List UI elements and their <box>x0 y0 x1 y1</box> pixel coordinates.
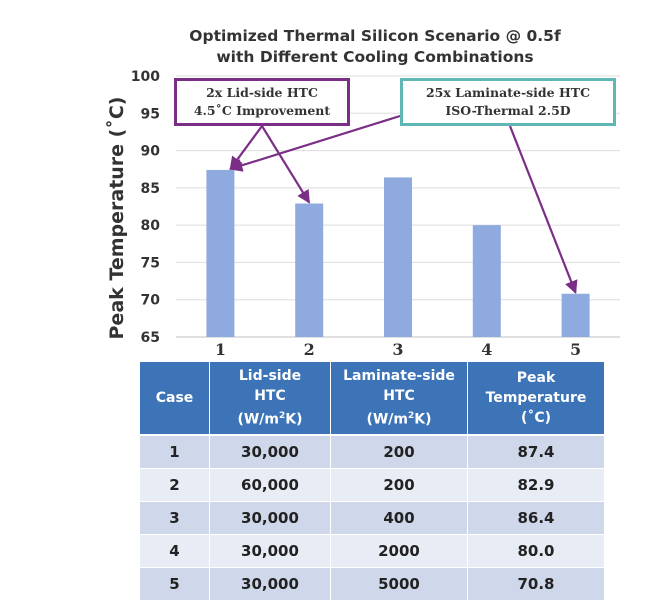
header-lid-side-htc: Lid-side HTC (W/m2K) <box>210 362 331 434</box>
y-tick-label: 90 <box>141 144 161 160</box>
x-tick-label: 5 <box>570 340 581 359</box>
annotation-laminate-line1: 25x Laminate-side HTC <box>425 85 591 100</box>
annotation-arrows <box>229 114 578 294</box>
header-laminate-side-htc: Laminate-side HTC (W/m2K) <box>331 362 468 434</box>
cell-lid-htc: 30,000 <box>210 434 331 468</box>
x-tick-label: 1 <box>215 340 226 359</box>
y-tick-label: 75 <box>141 255 160 271</box>
cell-laminate-htc: 400 <box>331 501 468 534</box>
cell-peak-temp: 80.0 <box>468 534 604 567</box>
y-axis-ticks: 65 70 75 80 85 90 95 100 <box>131 69 160 346</box>
table-row: 3 30,000 400 86.4 <box>140 501 604 534</box>
x-axis-ticks: 1 2 3 4 5 <box>215 340 581 359</box>
bar <box>295 203 324 337</box>
table-row: 5 30,000 5000 70.8 <box>140 567 604 600</box>
cell-peak-temp: 70.8 <box>468 567 604 600</box>
x-tick-label: 2 <box>304 340 315 359</box>
annotation-arrow <box>229 125 263 171</box>
cell-laminate-htc: 200 <box>331 468 468 501</box>
chart-title: Optimized Thermal Silicon Scenario @ 0.5… <box>140 26 610 68</box>
annotation-laminate-side: 25x Laminate-side HTC ISO-Thermal 2.5D <box>400 78 616 126</box>
cell-case: 2 <box>140 468 210 501</box>
cell-peak-temp: 86.4 <box>468 501 604 534</box>
cell-lid-htc: 30,000 <box>210 534 331 567</box>
bar <box>206 169 235 337</box>
annotation-arrow <box>508 125 578 294</box>
cell-lid-htc: 60,000 <box>210 468 331 501</box>
bar-chart: 65 70 75 80 85 90 95 100 1 2 3 4 5 <box>131 69 620 359</box>
annotation-lid-line1: 2x Lid-side HTC <box>206 85 318 100</box>
annotation-laminate-line2: ISO-Thermal 2.5D <box>445 103 571 118</box>
table-header-row: Case Lid-side HTC (W/m2K) Laminate-side … <box>140 362 604 434</box>
cell-lid-htc: 30,000 <box>210 567 331 600</box>
y-tick-label: 70 <box>141 293 161 309</box>
x-tick-label: 4 <box>481 340 492 359</box>
bars <box>206 169 590 337</box>
chart-title-line1: Optimized Thermal Silicon Scenario @ 0.5… <box>189 27 561 45</box>
y-axis-label: Peak Temperature (˚C) <box>106 96 128 340</box>
table-row: 4 30,000 2000 80.0 <box>140 534 604 567</box>
table-row: 2 60,000 200 82.9 <box>140 468 604 501</box>
annotation-arrow <box>261 125 311 204</box>
table-row: 1 30,000 200 87.4 <box>140 434 604 468</box>
y-tick-label: 100 <box>131 69 160 85</box>
header-peak-temperature: Peak Temperature (˚C) <box>468 362 604 434</box>
cell-case: 1 <box>140 434 210 468</box>
cell-case: 4 <box>140 534 210 567</box>
cell-laminate-htc: 5000 <box>331 567 468 600</box>
y-tick-label: 95 <box>141 106 160 122</box>
cell-laminate-htc: 2000 <box>331 534 468 567</box>
cell-peak-temp: 87.4 <box>468 434 604 468</box>
cell-case: 5 <box>140 567 210 600</box>
y-tick-label: 65 <box>141 330 160 346</box>
bar <box>384 177 412 337</box>
bar <box>561 293 590 337</box>
x-tick-label: 3 <box>392 340 403 359</box>
cell-case: 3 <box>140 501 210 534</box>
header-case: Case <box>140 362 210 434</box>
cell-peak-temp: 82.9 <box>468 468 604 501</box>
bar <box>472 225 501 337</box>
chart-subtitle: with Different Cooling Combinations <box>216 48 534 66</box>
y-tick-label: 80 <box>141 218 161 234</box>
annotation-lid-line2: 4.5˚C Improvement <box>193 103 331 118</box>
annotation-lid-side: 2x Lid-side HTC 4.5˚C Improvement <box>174 78 350 126</box>
cell-lid-htc: 30,000 <box>210 501 331 534</box>
annotation-arrow <box>229 114 401 172</box>
y-tick-label: 85 <box>141 181 160 197</box>
cell-laminate-htc: 200 <box>331 434 468 468</box>
results-table: Case Lid-side HTC (W/m2K) Laminate-side … <box>140 362 604 600</box>
